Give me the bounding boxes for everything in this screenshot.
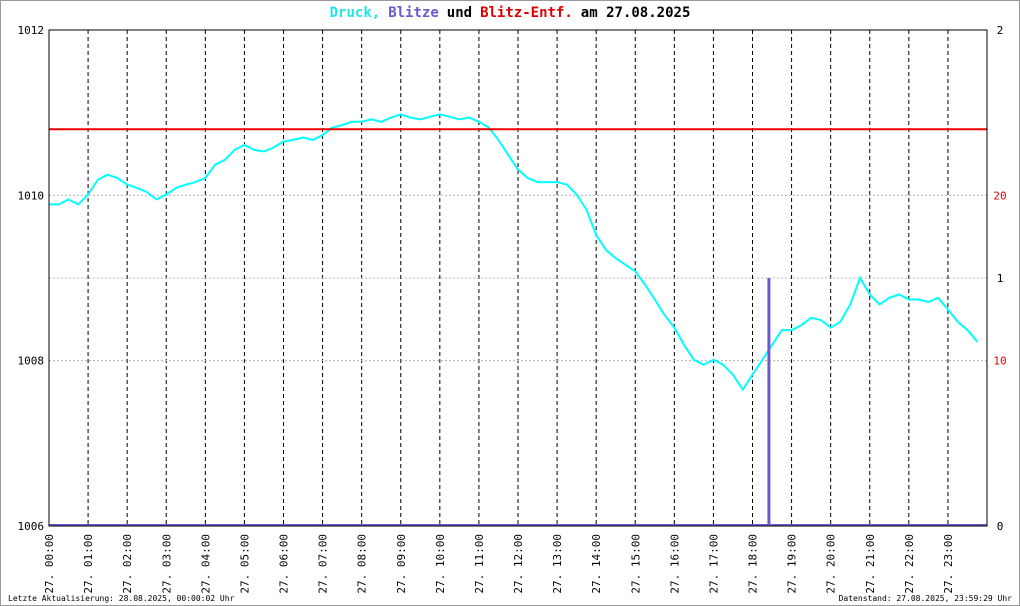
x-tick-label: 27. 12:00 bbox=[512, 534, 525, 594]
footer-right: Datenstand: 27.08.2025, 23:59:29 Uhr bbox=[839, 594, 1013, 603]
y3-tick-label: 20 bbox=[993, 189, 1006, 202]
x-tick-label: 27. 13:00 bbox=[551, 534, 564, 594]
y2-tick-label: 1 bbox=[997, 272, 1004, 285]
chart-title: Druck, Blitze und Blitz-Entf. am 27.08.2025 bbox=[330, 5, 691, 21]
x-tick-label: 27. 22:00 bbox=[903, 534, 916, 594]
title-part: und bbox=[447, 5, 472, 21]
footer-left: Letzte Aktualisierung: 28.08.2025, 00:00… bbox=[8, 594, 235, 603]
x-tick-label: 27. 21:00 bbox=[864, 534, 877, 594]
x-tick-label: 27. 06:00 bbox=[278, 534, 291, 594]
x-tick-label: 27. 07:00 bbox=[317, 534, 330, 594]
x-tick-label: 27. 14:00 bbox=[590, 534, 603, 594]
series-line bbox=[49, 113, 978, 392]
x-tick-label: 27. 02:00 bbox=[121, 534, 134, 594]
x-tick-label: 27. 17:00 bbox=[707, 534, 720, 594]
x-tick-label: 27. 01:00 bbox=[82, 534, 95, 594]
x-tick-label: 27. 16:00 bbox=[668, 534, 681, 594]
x-tick-label: 27. 05:00 bbox=[238, 534, 251, 594]
x-tick-label: 27. 09:00 bbox=[395, 534, 408, 594]
x-tick-label: 27. 11:00 bbox=[473, 534, 486, 594]
x-tick-label: 27. 10:00 bbox=[434, 534, 447, 594]
y2-tick-label: 0 bbox=[997, 520, 1004, 533]
x-tick-label: 27. 18:00 bbox=[747, 534, 760, 594]
y-tick-label: 1010 bbox=[18, 189, 45, 202]
x-tick-label: 27. 15:00 bbox=[629, 534, 642, 594]
y-tick-label: 1008 bbox=[18, 355, 45, 368]
y2-tick-label: 2 bbox=[997, 24, 1004, 37]
bar bbox=[767, 278, 771, 526]
y3-tick-label: 10 bbox=[993, 355, 1006, 368]
title-part: Blitz-Entf. bbox=[480, 5, 573, 21]
x-tick-label: 27. 00:00 bbox=[43, 534, 56, 594]
y-tick-label: 1012 bbox=[18, 24, 45, 37]
title-part: Blitze bbox=[388, 5, 439, 21]
y-tick-label: 1006 bbox=[18, 520, 45, 533]
plot-frame bbox=[48, 29, 988, 527]
x-tick-label: 27. 08:00 bbox=[356, 534, 369, 594]
x-tick-label: 27. 04:00 bbox=[199, 534, 212, 594]
title-part: Druck, bbox=[330, 5, 381, 21]
title-part: am 27.08.2025 bbox=[581, 5, 691, 21]
x-tick-label: 27. 23:00 bbox=[942, 534, 955, 594]
x-tick-label: 27. 20:00 bbox=[825, 534, 838, 594]
x-tick-label: 27. 03:00 bbox=[160, 534, 173, 594]
x-tick-label: 27. 19:00 bbox=[786, 534, 799, 594]
